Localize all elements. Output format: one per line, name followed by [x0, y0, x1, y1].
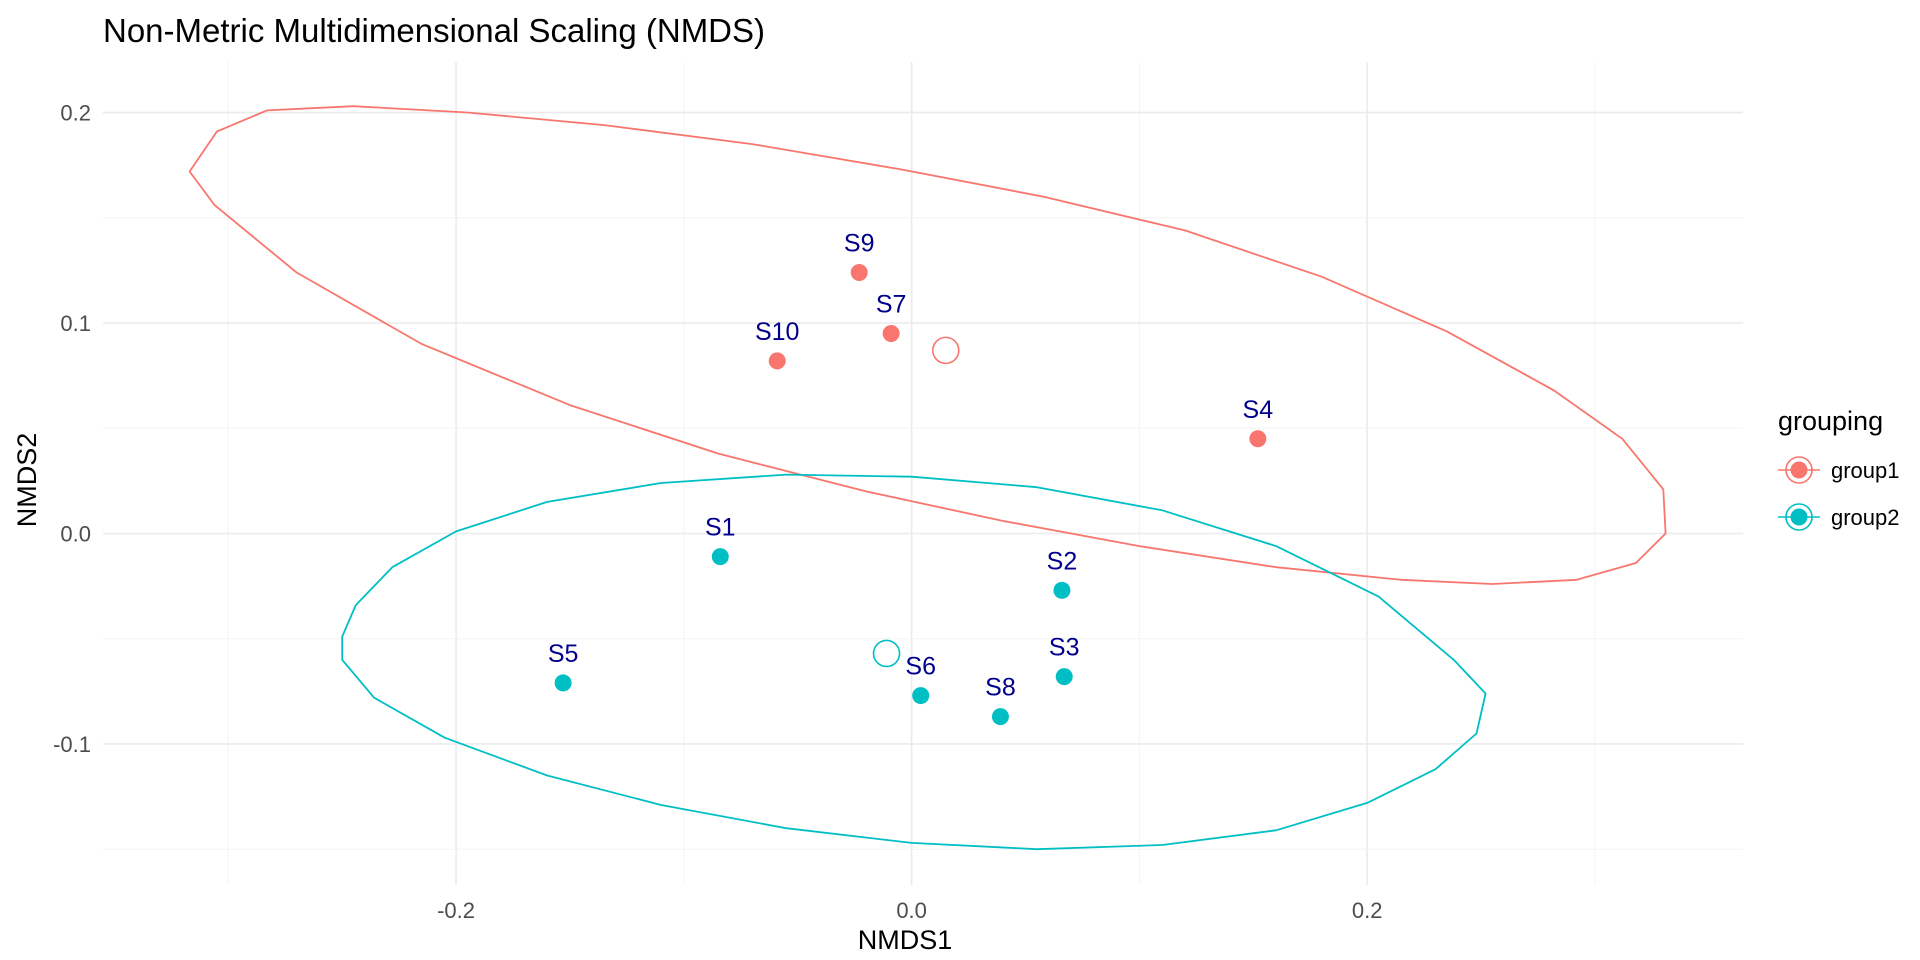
- point-label-s1: S1: [705, 514, 736, 542]
- point-label-s4: S4: [1243, 396, 1274, 424]
- legend-title: grouping: [1778, 406, 1883, 436]
- legend-key-centroid: [1785, 456, 1813, 484]
- point-s1: [711, 548, 729, 566]
- x-tick-label: 0.2: [1352, 898, 1383, 923]
- point-label-s7: S7: [876, 291, 907, 319]
- point-s2: [1053, 581, 1071, 599]
- y-tick-label: 0.0: [60, 521, 91, 546]
- point-label-s5: S5: [548, 640, 579, 668]
- group1-centroid: [931, 336, 960, 365]
- point-label-s8: S8: [985, 674, 1016, 702]
- point-label-s6: S6: [905, 653, 936, 681]
- group1-ellipse: [188, 105, 1667, 585]
- point-s4: [1249, 430, 1267, 448]
- legend-key-centroid: [1785, 503, 1813, 531]
- legend-item-group2: group2: [1778, 503, 1900, 531]
- point-labels: S9 S7 S10 S4 S1 S2 S5 S6 S8 S3: [548, 229, 1273, 701]
- point-s10: [768, 352, 786, 370]
- legend-item-group1: group1: [1778, 456, 1900, 484]
- tick-labels: -0.2 0.0 0.2 -0.1 0.0 0.1 0.2: [53, 101, 1382, 923]
- point-s9: [850, 263, 868, 281]
- data-points: [554, 263, 1267, 726]
- y-tick-label: 0.1: [60, 311, 91, 336]
- grid: [103, 62, 1743, 885]
- y-tick-label: 0.2: [60, 101, 91, 126]
- confidence-ellipses: [188, 105, 1667, 851]
- point-s7: [882, 325, 900, 343]
- x-tick-label: -0.2: [437, 898, 475, 923]
- y-axis-title: NMDS2: [12, 433, 42, 528]
- legend-label-group1: group1: [1831, 458, 1900, 483]
- y-tick-label: -0.1: [53, 732, 91, 757]
- point-label-s9: S9: [844, 229, 875, 257]
- group2-ellipse: [341, 473, 1487, 851]
- legend-key-point: [1790, 508, 1808, 526]
- legend: grouping group1 group2: [1778, 406, 1900, 531]
- chart-title: Non-Metric Multidimensional Scaling (NMD…: [103, 12, 765, 49]
- legend-label-group2: group2: [1831, 505, 1900, 530]
- legend-key-point: [1790, 461, 1808, 479]
- point-s6: [912, 687, 930, 705]
- point-label-s10: S10: [755, 318, 799, 346]
- point-label-s3: S3: [1049, 634, 1080, 662]
- point-label-s2: S2: [1047, 547, 1078, 575]
- point-s5: [554, 674, 572, 692]
- x-axis-title: NMDS1: [858, 925, 953, 955]
- point-s3: [1055, 668, 1073, 686]
- point-s8: [991, 708, 1009, 726]
- x-tick-label: 0.0: [896, 898, 927, 923]
- group2-centroid: [872, 639, 901, 668]
